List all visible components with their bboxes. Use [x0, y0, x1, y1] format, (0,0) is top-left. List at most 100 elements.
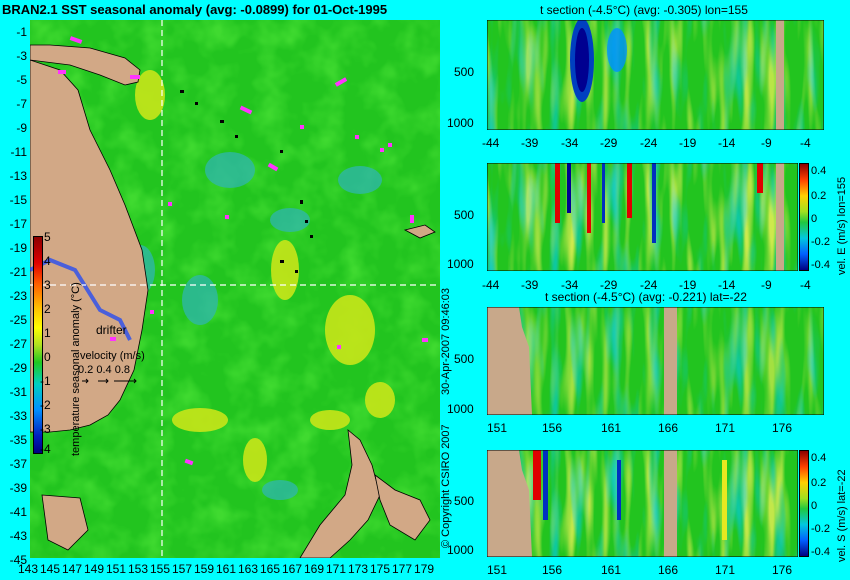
cb-tick: 0: [811, 213, 818, 225]
x-tick: 147: [62, 562, 83, 576]
x-tick: -9: [761, 136, 772, 150]
x-tick: -34: [561, 278, 579, 292]
y-tick: -31: [9, 385, 27, 399]
cb-tick: 2: [44, 302, 51, 316]
cb-tick: 0.2: [811, 190, 827, 202]
x-tick: 176: [772, 421, 793, 435]
x-tick: 151: [487, 563, 508, 577]
x-tick: 153: [128, 562, 149, 576]
y-tick: -13: [9, 169, 27, 183]
x-tick: 166: [658, 421, 679, 435]
y-tick: -41: [9, 505, 27, 519]
cb-tick: -1: [40, 374, 51, 388]
y-tick: -11: [10, 145, 27, 159]
x-tick: 163: [238, 562, 259, 576]
panel1-t-section-lon155: [487, 20, 824, 130]
y-tick: -21: [9, 265, 27, 279]
y-tick: -45: [9, 553, 27, 567]
x-tick: -44: [482, 278, 500, 292]
y-tick: -25: [9, 313, 27, 327]
drifter-label: drifter: [96, 323, 127, 337]
x-tick: -29: [600, 136, 618, 150]
velocity-values: 0.2 0.4 0.8: [78, 364, 130, 376]
y-tick: -23: [9, 289, 27, 303]
panel1-title: t section (-4.5°C) (avg: -0.305) lon=155: [540, 3, 748, 17]
cb-tick: 0.4: [811, 165, 827, 177]
y-tick: 500: [454, 208, 475, 222]
x-tick: 169: [304, 562, 325, 576]
panel4-side-label: vel. S (m/s) lat=-22: [836, 469, 848, 562]
velocity-label: velocity (m/s): [80, 350, 145, 362]
copyright-note: © Copyright CSIRO 2007: [440, 424, 452, 548]
y-tick: 500: [454, 494, 475, 508]
cb-tick: -2: [40, 398, 51, 412]
fiji-land: [403, 224, 436, 239]
x-tick: 156: [542, 563, 563, 577]
x-tick: 157: [172, 562, 193, 576]
x-tick: 177: [392, 562, 413, 576]
panel2-colorbar: [799, 163, 809, 271]
panel3-x-axis: 151 156 161 166 171 176: [487, 415, 824, 435]
cb-tick: 0: [44, 350, 51, 364]
cb-tick: -0.2: [811, 236, 830, 248]
y-tick: -3: [16, 49, 27, 63]
cb-tick: 4: [44, 254, 51, 268]
y-tick: 1000: [447, 402, 474, 416]
cb-tick: -0.4: [811, 546, 830, 558]
x-tick: -4: [800, 278, 811, 292]
x-tick: 173: [348, 562, 369, 576]
cb-tick: 5: [44, 230, 51, 244]
warm-anomaly-patches: [135, 70, 395, 482]
x-tick: 176: [772, 563, 793, 577]
temperature-colorbar: [33, 236, 43, 454]
x-tick: 171: [326, 562, 347, 576]
y-tick: -37: [9, 457, 27, 471]
panel3-t-section-lat-22: [487, 307, 824, 415]
y-tick: -5: [16, 73, 27, 87]
x-tick: 145: [40, 562, 61, 576]
x-tick: 165: [260, 562, 281, 576]
panel4-x-axis: 151 156 161 166 171 176: [487, 558, 824, 577]
y-tick: 1000: [447, 257, 474, 271]
x-tick: -29: [600, 278, 618, 292]
cb-tick: 0.4: [811, 452, 827, 464]
x-tick: -39: [521, 278, 539, 292]
cb-tick: 3: [44, 278, 51, 292]
x-tick: 159: [194, 562, 215, 576]
panel4-velS-section-lat-22: [487, 450, 798, 557]
y-tick: -1: [16, 25, 27, 39]
x-tick: -34: [561, 136, 579, 150]
cb-tick: -0.4: [811, 259, 830, 271]
x-tick: -24: [640, 278, 658, 292]
panel2-side-label: vel. E (m/s) lon=155: [836, 176, 848, 275]
australia-land: [30, 59, 149, 433]
panel4-cb-ticks: 0.4 0.2 0 -0.2 -0.4: [811, 450, 839, 560]
y-tick: -15: [9, 193, 27, 207]
sst-anomaly-map: [30, 20, 440, 558]
y-tick: -29: [9, 361, 27, 375]
y-tick: -7: [16, 97, 27, 111]
tasmania-land: [41, 494, 89, 551]
panel2-velE-section-lon155: [487, 163, 798, 271]
map-y-axis: -1 -3 -5 -7 -9 -11 -13 -15 -17 -19 -21 -…: [0, 20, 29, 567]
x-tick: 151: [487, 421, 508, 435]
x-tick: -9: [761, 278, 772, 292]
x-tick: 171: [715, 421, 736, 435]
y-tick: 500: [454, 352, 475, 366]
y-tick: 1000: [447, 543, 474, 557]
y-tick: -39: [9, 481, 27, 495]
png-land: [30, 44, 141, 86]
y-tick: -17: [9, 217, 27, 231]
x-tick: 156: [542, 421, 563, 435]
y-tick: -19: [9, 241, 27, 255]
x-tick: -4: [800, 136, 811, 150]
main-title: BRAN2.1 SST seasonal anomaly (avg: -0.08…: [2, 2, 388, 17]
x-tick: 179: [414, 562, 435, 576]
x-tick: 161: [216, 562, 237, 576]
y-tick: -9: [16, 121, 27, 135]
panel2-x-axis: -44 -39 -34 -29 -24 -19 -14 -9 -4: [482, 272, 824, 292]
y-tick: -35: [9, 433, 27, 447]
x-tick: 149: [84, 562, 105, 576]
x-tick: 167: [282, 562, 303, 576]
drifter-markers: [58, 36, 428, 466]
